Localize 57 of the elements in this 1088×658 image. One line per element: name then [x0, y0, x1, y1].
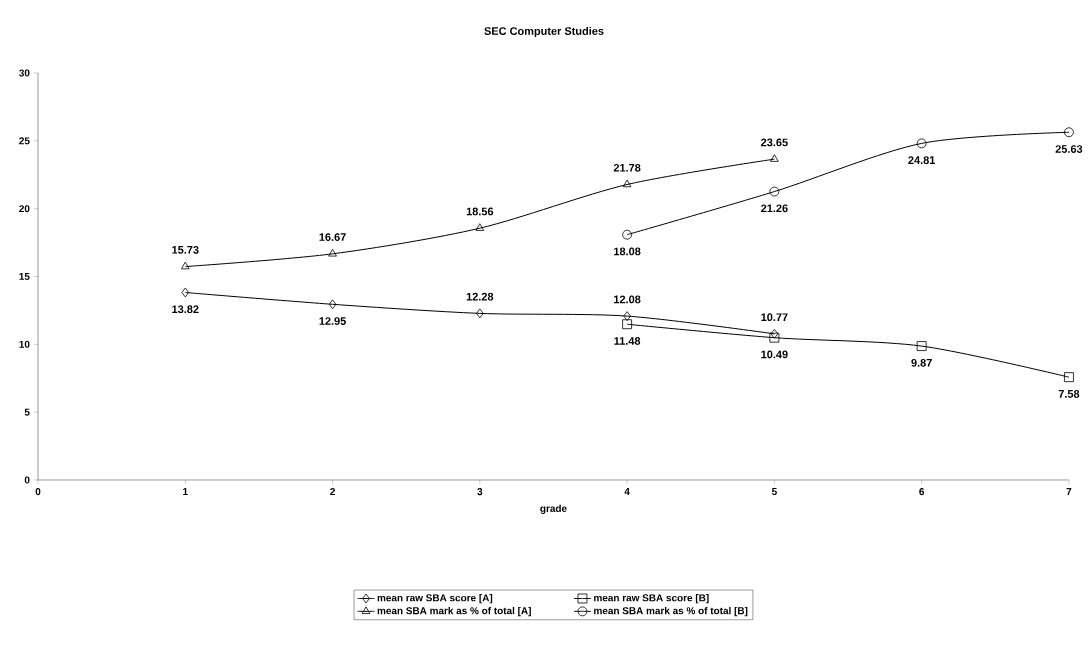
data-label: 12.95	[319, 317, 346, 325]
point	[916, 138, 927, 149]
chart-title: SEC Computer Studies	[484, 26, 604, 38]
x-tick-label: 1	[183, 488, 188, 495]
y-tick-label: 0	[24, 476, 30, 484]
x-tick-label: 2	[330, 488, 335, 496]
point	[328, 248, 337, 257]
x-tick-label: 7	[1066, 488, 1072, 495]
x-tick-label: 3	[477, 488, 483, 496]
data-label: 24.81	[908, 156, 936, 165]
data-label: 18.56	[466, 207, 494, 216]
point	[1064, 372, 1074, 383]
x-tick-label: 0	[35, 488, 41, 496]
data-label: 21.26	[761, 204, 788, 213]
y-tick-label: 25	[19, 137, 30, 145]
x-tick-label: 4	[624, 488, 630, 495]
x-axis-title: grade	[540, 504, 567, 514]
data-label: 7.58	[1058, 390, 1080, 398]
data-label: 10.49	[761, 350, 788, 359]
point	[770, 328, 779, 339]
point	[769, 332, 780, 343]
data-label: 12.28	[466, 292, 494, 301]
y-tick-label: 15	[19, 273, 30, 280]
point	[1064, 127, 1074, 138]
point	[622, 229, 633, 240]
legend-label: mean SBA mark as % of total [B]	[594, 606, 748, 617]
point	[622, 179, 632, 188]
point	[476, 308, 484, 319]
data-label: 11.48	[614, 337, 641, 345]
point	[623, 311, 631, 321]
legend-label: mean raw SBA score [A]	[377, 594, 493, 604]
data-label: 25.63	[1055, 145, 1083, 153]
data-label: 13.82	[172, 305, 199, 314]
point	[622, 319, 633, 330]
x-tick-label: 5	[771, 488, 777, 496]
y-tick-label: 30	[19, 69, 30, 77]
point	[180, 261, 190, 270]
legend-label: mean SBA mark as % of total [A]	[377, 606, 531, 617]
data-label: 12.08	[614, 295, 641, 304]
data-label: 15.73	[172, 245, 199, 254]
data-label: 9.87	[911, 358, 932, 367]
data-label: 10.77	[761, 313, 788, 322]
y-tick-label: 10	[19, 340, 30, 348]
point	[475, 223, 485, 231]
data-label: 21.78	[613, 163, 641, 172]
legend-label: mean raw SBA score [B]	[594, 594, 709, 604]
x-tick-label: 6	[919, 488, 925, 496]
data-label: 16.67	[319, 233, 346, 241]
point	[769, 186, 780, 197]
data-label: 23.65	[761, 138, 788, 147]
point	[328, 299, 337, 310]
data-label: 18.08	[614, 247, 641, 256]
y-tick-label: 20	[19, 205, 30, 213]
y-tick-label: 5	[24, 408, 30, 416]
point	[181, 287, 190, 298]
point	[770, 154, 779, 162]
point	[916, 341, 927, 351]
